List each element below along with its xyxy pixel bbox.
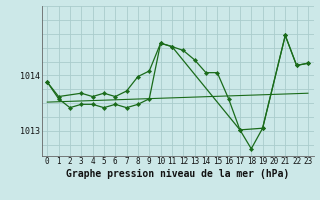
X-axis label: Graphe pression niveau de la mer (hPa): Graphe pression niveau de la mer (hPa) bbox=[66, 169, 289, 179]
